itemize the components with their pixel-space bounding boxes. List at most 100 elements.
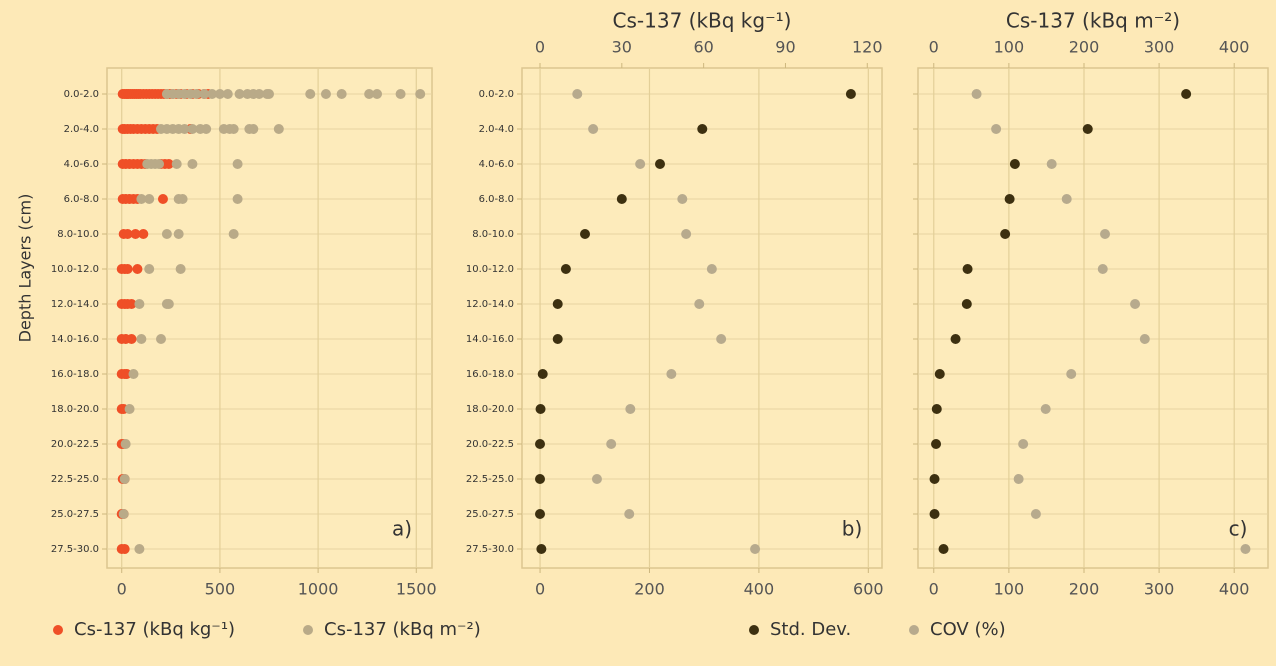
point	[154, 159, 165, 169]
point	[305, 89, 316, 99]
point	[962, 264, 973, 274]
point	[138, 229, 149, 239]
legend-label: Cs-137 (kBq kg⁻¹)	[74, 619, 235, 640]
y-tick-label: 6.0-8.0	[64, 194, 99, 205]
point	[177, 194, 188, 204]
legend-label: Cs-137 (kBq m⁻²)	[324, 619, 481, 640]
x2-axis-title: Cs-137 (kBq kg⁻¹)	[613, 9, 792, 33]
point	[336, 89, 347, 99]
y-tick-label: 27.5-30.0	[466, 544, 514, 555]
y-tick-label: 14.0-16.0	[466, 334, 514, 345]
x-tick-label: 200	[634, 580, 665, 599]
x-tick-label: 0	[535, 580, 545, 599]
point	[126, 299, 137, 309]
point	[929, 474, 940, 484]
point	[666, 369, 677, 379]
point	[572, 89, 583, 99]
point	[232, 159, 243, 169]
point	[415, 89, 426, 99]
y-tick-label: 6.0-8.0	[479, 194, 514, 205]
point	[697, 124, 708, 134]
point	[273, 124, 284, 134]
point	[1061, 194, 1072, 204]
x2-axis-title: Cs-137 (kBq m⁻²)	[1006, 9, 1180, 33]
point	[624, 509, 635, 519]
x-tick-label: 100	[994, 580, 1025, 599]
point	[1009, 159, 1020, 169]
y-tick-label: 18.0-20.0	[466, 404, 514, 415]
x2-tick-label: 30	[612, 38, 632, 57]
x-tick-label: 400	[744, 580, 775, 599]
point	[122, 264, 133, 274]
y-tick-label: 16.0-18.0	[51, 369, 99, 380]
y-tick-label: 12.0-14.0	[51, 299, 99, 310]
point	[694, 299, 705, 309]
point	[716, 334, 727, 344]
point	[560, 264, 571, 274]
point	[1000, 229, 1011, 239]
point	[1240, 544, 1251, 554]
y-tick-label: 10.0-12.0	[466, 264, 514, 275]
point	[934, 369, 945, 379]
point	[214, 89, 225, 99]
point	[136, 194, 147, 204]
point	[395, 89, 406, 99]
point	[1130, 299, 1141, 309]
point	[635, 159, 646, 169]
point	[134, 544, 145, 554]
x-tick-label: 0	[117, 580, 127, 599]
x2-tick-label: 120	[852, 38, 883, 57]
point	[119, 544, 130, 554]
point	[144, 194, 155, 204]
point	[1066, 369, 1077, 379]
point	[372, 89, 383, 99]
point	[655, 159, 665, 169]
point	[130, 229, 141, 239]
y-axis-title: Depth Layers (cm)	[16, 194, 35, 343]
x-tick-label: 300	[1144, 580, 1175, 599]
point	[118, 509, 129, 519]
x2-tick-label: 200	[1069, 38, 1100, 57]
point	[616, 194, 627, 204]
point	[171, 159, 182, 169]
point	[535, 404, 546, 414]
point	[1100, 229, 1111, 239]
y-tick-label: 2.0-4.0	[64, 124, 99, 135]
y-tick-label: 16.0-18.0	[466, 369, 514, 380]
point	[706, 264, 717, 274]
point	[199, 89, 210, 99]
point	[535, 474, 545, 484]
x2-tick-label: 60	[693, 38, 713, 57]
panel-label: a)	[392, 517, 412, 541]
legend-marker	[749, 625, 759, 635]
x-tick-label: 1500	[396, 580, 437, 599]
point	[248, 124, 259, 134]
point	[122, 229, 133, 239]
point	[228, 229, 239, 239]
point	[173, 229, 184, 239]
y-tick-label: 27.5-30.0	[51, 544, 99, 555]
x2-tick-label: 300	[1144, 38, 1175, 57]
point	[1030, 509, 1041, 519]
y-tick-label: 12.0-14.0	[466, 299, 514, 310]
point	[1013, 474, 1024, 484]
point	[845, 89, 856, 99]
legend-label: COV (%)	[930, 619, 1006, 640]
plot-area	[106, 67, 433, 569]
point	[1040, 404, 1051, 414]
x-tick-label: 500	[205, 580, 236, 599]
y-tick-label: 22.5-25.0	[51, 474, 99, 485]
point	[588, 124, 599, 134]
x-tick-label: 1000	[298, 580, 339, 599]
y-tick-label: 0.0-2.0	[64, 89, 99, 100]
point	[187, 159, 198, 169]
legend-label: Std. Dev.	[770, 619, 851, 640]
point	[591, 474, 602, 484]
point	[175, 264, 186, 274]
x2-tick-label: 0	[535, 38, 545, 57]
point	[677, 194, 688, 204]
y-tick-label: 22.5-25.0	[466, 474, 514, 485]
legend-marker	[909, 625, 919, 635]
point	[580, 229, 590, 239]
